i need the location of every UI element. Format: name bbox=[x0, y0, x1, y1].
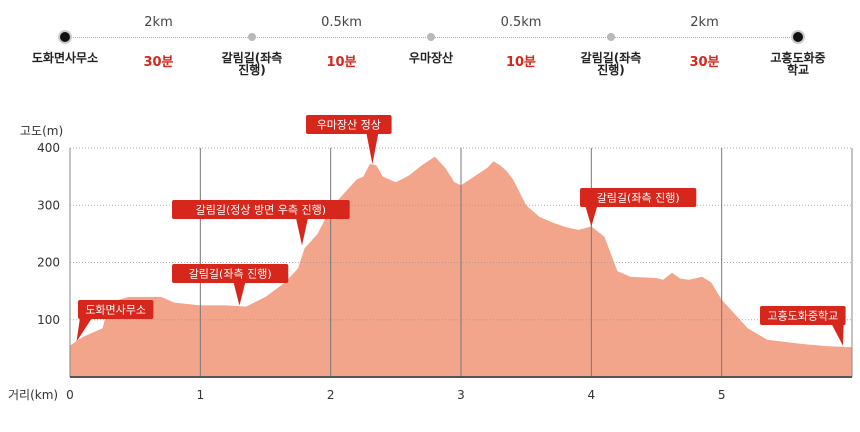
y-tick-label: 200 bbox=[37, 256, 60, 270]
callout-pointer bbox=[585, 206, 598, 227]
callout-pointer bbox=[831, 324, 844, 346]
callout-box bbox=[172, 200, 350, 219]
route-stop-name: 고흥도화중학교 bbox=[770, 51, 826, 77]
callout-box bbox=[78, 300, 154, 319]
segment-distance: 2km bbox=[144, 15, 173, 30]
segment-time: 10분 bbox=[326, 55, 357, 70]
callout-box bbox=[760, 306, 846, 325]
y-tick-label: 400 bbox=[37, 141, 60, 155]
x-tick-label: 1 bbox=[197, 388, 205, 402]
route-stop-dot bbox=[607, 33, 615, 41]
callout-pointer bbox=[366, 133, 379, 165]
callout-label: 고흥도화중학교 bbox=[767, 309, 838, 323]
y-tick-label: 100 bbox=[37, 313, 60, 327]
segment-time: 30분 bbox=[143, 55, 174, 70]
segment-distance: 2km bbox=[690, 15, 719, 30]
callout-pointer bbox=[76, 318, 92, 342]
route-stop-dot bbox=[793, 32, 803, 42]
callout-box bbox=[306, 115, 392, 134]
callout-pointer bbox=[233, 282, 246, 306]
callout-label: 갈림길(정상 방면 우측 진행) bbox=[196, 203, 326, 217]
segment-time: 10분 bbox=[505, 55, 537, 70]
callout-box bbox=[172, 264, 289, 283]
x-axis-label: 거리(km) bbox=[8, 388, 58, 402]
route-summary: 도화면사무소 갈림길(좌측 진행) 우마장산 갈림길(좌측 진행) 고흥도화중학교 2km… bbox=[0, 0, 860, 90]
route-stop-name: 도화면사무소 bbox=[31, 51, 99, 65]
segment-time: 30분 bbox=[689, 55, 720, 70]
route-stop-name: 갈림길(좌측 진행) bbox=[580, 51, 642, 77]
segment-distance: 0.5km bbox=[321, 15, 362, 30]
callout-label: 갈림길(좌측 진행) bbox=[597, 191, 680, 205]
callout-label: 도화면사무소 bbox=[85, 304, 146, 317]
route-stop-dot bbox=[427, 33, 435, 41]
route-stop-dot bbox=[248, 33, 256, 41]
route-stop-name: 우마장산 bbox=[408, 51, 454, 65]
callout-pointer bbox=[295, 218, 308, 246]
y-tick-label: 300 bbox=[37, 198, 60, 212]
x-tick-label: 0 bbox=[66, 388, 74, 402]
segment-distance: 0.5km bbox=[500, 15, 542, 30]
x-tick-label: 2 bbox=[327, 388, 335, 402]
x-tick-label: 3 bbox=[457, 388, 465, 402]
route-stop-name: 갈림길(좌측 진행) bbox=[221, 51, 283, 77]
callout-label: 우마장산 정상 bbox=[317, 119, 381, 132]
x-tick-label: 5 bbox=[718, 388, 726, 402]
callout-label: 갈림길(좌측 진행) bbox=[189, 267, 272, 281]
x-tick-label: 4 bbox=[588, 388, 596, 402]
y-axis-label: 고도(m) bbox=[20, 124, 63, 138]
callout-box bbox=[580, 188, 697, 207]
route-stop-dot bbox=[60, 32, 70, 42]
